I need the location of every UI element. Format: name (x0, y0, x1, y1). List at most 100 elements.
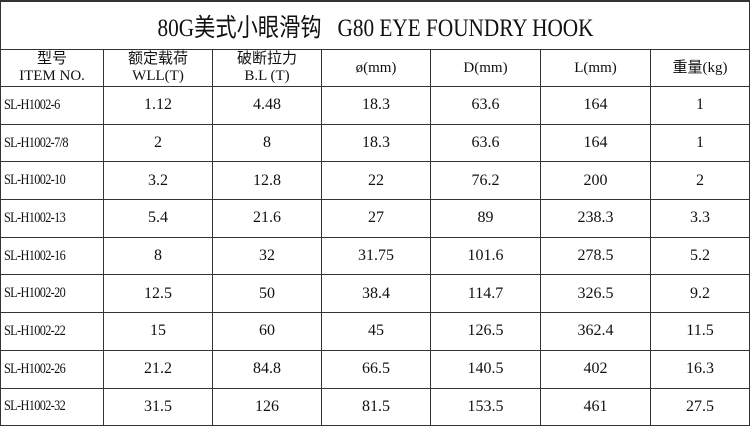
value-cell: 89 (430, 199, 541, 238)
value-cell: 31.75 (321, 236, 431, 276)
cell-text: 22 (368, 171, 384, 189)
cell-text: 11.5 (686, 322, 714, 340)
value-cell: 66.5 (321, 349, 431, 389)
value-cell: 200 (540, 161, 651, 201)
table-row: SL-H1002-22 15 60 45 126.5 362.4 11.5 (0, 312, 750, 351)
cell-text: 238.3 (577, 209, 614, 227)
cell-text: 9.2 (690, 284, 710, 302)
cell-text: 27 (368, 209, 384, 227)
header-en: B.L (T) (244, 68, 290, 84)
header-en: D(mm) (463, 59, 508, 76)
cell-text: 31.75 (358, 247, 394, 265)
value-cell: 164 (540, 123, 651, 163)
value-cell: 60 (212, 312, 322, 351)
column-header: D(mm) (430, 49, 541, 87)
value-cell: 63.6 (430, 86, 541, 125)
header-en: WLL(T) (132, 68, 184, 84)
value-cell: 2 (103, 123, 213, 163)
value-cell: 2 (649, 161, 750, 201)
cell-text: 126 (255, 397, 279, 415)
cell-text: 21.2 (144, 360, 172, 378)
cell-text: 1 (696, 134, 704, 152)
table-row: SL-H1002-7/8 2 8 18.3 63.6 164 1 (0, 123, 750, 163)
cell-text: SL-H1002-7/8 (4, 134, 69, 151)
cell-text: 164 (583, 134, 608, 152)
value-cell: 12.8 (212, 161, 322, 201)
value-cell: 326.5 (540, 274, 651, 314)
column-header: L(mm) (540, 49, 651, 87)
cell-text: SL-H1002-32 (4, 398, 66, 415)
item-number-cell: SL-H1002-22 (0, 312, 104, 351)
cell-text: SL-H1002-16 (4, 247, 66, 264)
value-cell: 1.12 (103, 86, 213, 125)
cell-text: SL-H1002-26 (4, 360, 66, 377)
value-cell: 8 (212, 123, 322, 163)
value-cell: 32 (212, 236, 322, 276)
cell-text: 153.5 (467, 397, 504, 415)
value-cell: 31.5 (103, 387, 213, 427)
value-cell: 9.2 (649, 274, 750, 314)
cell-text: SL-H1002-10 (4, 172, 66, 189)
cell-text: 114.7 (467, 284, 504, 302)
value-cell: 1 (649, 86, 750, 125)
value-cell: 4.48 (212, 86, 322, 125)
value-cell: 278.5 (540, 236, 651, 276)
cell-text: 278.5 (577, 247, 614, 265)
column-header: ø(mm) (321, 49, 431, 87)
value-cell: 12.5 (103, 274, 213, 314)
cell-text: 8 (263, 134, 271, 152)
cell-text: 38.4 (362, 284, 390, 302)
value-cell: 63.6 (430, 123, 541, 163)
value-cell: 402 (540, 349, 651, 389)
cell-text: 5.4 (148, 209, 168, 227)
cell-text: 3.2 (148, 171, 168, 189)
cell-text: SL-H1002-22 (4, 322, 66, 339)
cell-text: 2 (154, 134, 162, 152)
cell-text: SL-H1002-13 (4, 209, 66, 226)
value-cell: 5.4 (103, 199, 213, 238)
value-cell: 21.2 (103, 349, 213, 389)
value-cell: 362.4 (540, 312, 651, 351)
cell-text: 4.48 (253, 96, 281, 114)
cell-text: 89 (477, 209, 494, 227)
value-cell: 81.5 (321, 387, 431, 427)
cell-text: 200 (583, 171, 608, 189)
cell-text: 362.4 (577, 322, 614, 340)
cell-text: 27.5 (686, 397, 714, 415)
header-en: ITEM NO. (19, 68, 85, 84)
cell-text: 140.5 (467, 360, 504, 378)
value-cell: 164 (540, 86, 651, 125)
column-header: 额定载荷 WLL(T) (103, 49, 213, 87)
value-cell: 101.6 (430, 236, 541, 276)
value-cell: 140.5 (430, 349, 541, 389)
value-cell: 153.5 (430, 387, 541, 427)
value-cell: 18.3 (321, 123, 431, 163)
item-number-cell: SL-H1002-20 (0, 274, 104, 314)
cell-text: 164 (583, 96, 608, 114)
header-en: L(mm) (574, 59, 617, 76)
value-cell: 38.4 (321, 274, 431, 314)
item-number-cell: SL-H1002-16 (0, 236, 104, 276)
cell-text: SL-H1002-6 (4, 96, 60, 113)
cell-text: 12.5 (144, 284, 172, 302)
value-cell: 15 (103, 312, 213, 351)
value-cell: 461 (540, 387, 651, 427)
header-cn: 型号 (36, 51, 67, 67)
value-cell: 126 (212, 387, 322, 427)
cell-text: 402 (583, 360, 608, 378)
cell-text: 126.5 (467, 322, 504, 340)
cell-text: 66.5 (362, 360, 390, 378)
cell-text: 63.6 (471, 134, 500, 152)
value-cell: 84.8 (212, 349, 322, 389)
value-cell: 126.5 (430, 312, 541, 351)
value-cell: 1 (649, 123, 750, 163)
item-number-cell: SL-H1002-6 (0, 86, 104, 125)
item-number-cell: SL-H1002-7/8 (0, 123, 104, 163)
table-row: SL-H1002-10 3.2 12.8 22 76.2 200 2 (0, 161, 750, 201)
value-cell: 76.2 (430, 161, 541, 201)
cell-text: 3.3 (690, 209, 710, 227)
cell-text: 16.3 (686, 360, 714, 378)
column-header: 型号 ITEM NO. (0, 49, 104, 87)
value-cell: 238.3 (540, 199, 651, 238)
cell-text: 76.2 (471, 171, 500, 189)
